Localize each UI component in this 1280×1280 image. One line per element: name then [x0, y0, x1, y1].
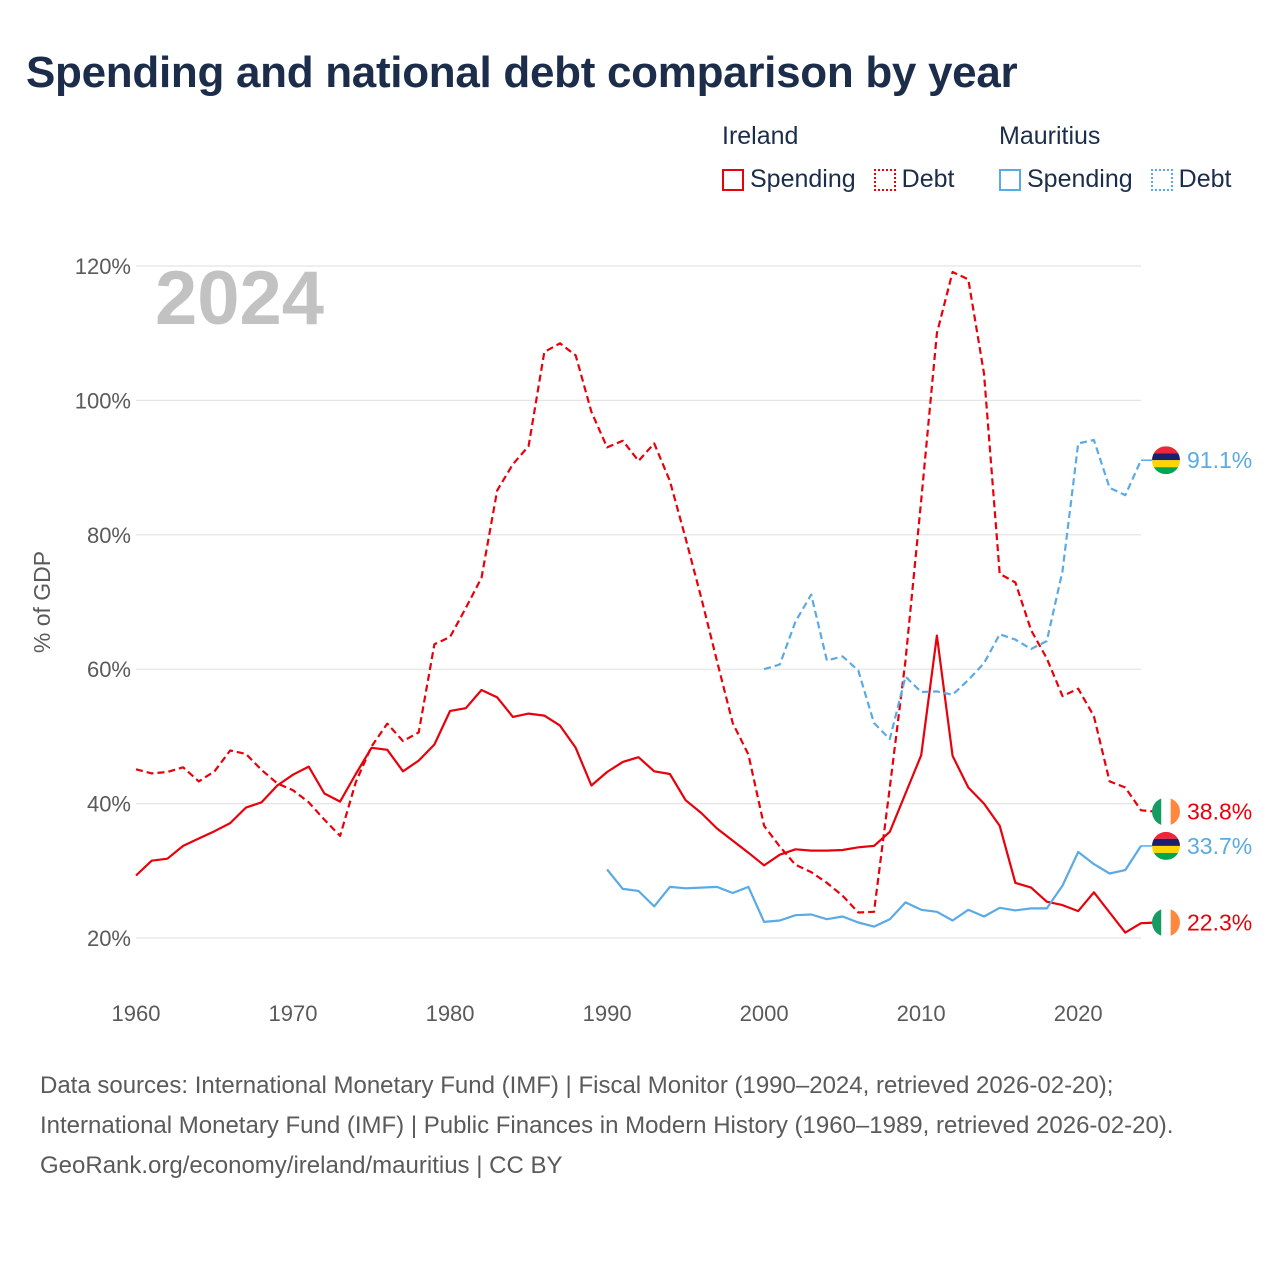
mauritius-flag-icon	[1152, 446, 1180, 475]
y-tick-label: 100%	[75, 388, 131, 413]
ireland-flag-icon	[1152, 797, 1180, 826]
y-axis-title: % of GDP	[29, 551, 55, 653]
y-tick-label: 40%	[87, 792, 131, 817]
end-value-label: 91.1%	[1187, 447, 1252, 473]
series-layer	[135, 270, 1157, 934]
x-tick-label: 2010	[897, 1001, 946, 1026]
year-watermark: 2024	[155, 256, 324, 341]
end-value-label: 22.3%	[1187, 910, 1252, 936]
legend-swatch-dotted	[873, 168, 896, 191]
legend-group-name: Ireland	[722, 122, 799, 150]
x-tick-label: 2020	[1054, 1001, 1103, 1026]
x-tick-label: 1960	[112, 1001, 161, 1026]
mauritius-flag-icon	[1152, 831, 1180, 860]
legend-group-ireland: Ireland Spending Debt	[722, 122, 954, 194]
legend-label: Debt	[1178, 165, 1232, 193]
x-tick-label: 1990	[583, 1001, 632, 1026]
data-sources-text: Data sources: International Monetary Fun…	[40, 1072, 1174, 1139]
y-tick-label: 80%	[87, 523, 131, 548]
x-tick-label: 1970	[269, 1001, 318, 1026]
y-tick-label: 120%	[75, 254, 131, 279]
series-line-mauritius-spending	[606, 845, 1142, 928]
axes-layer: 20% 40% 60% 80% 100% 120% 1960 1970 1980 1990 2000…	[75, 254, 1103, 1026]
series-line-ireland-debt	[135, 270, 1157, 914]
legend-swatch-solid	[722, 168, 744, 191]
end-value-label: 33.7%	[1187, 833, 1252, 859]
y-tick-label: 60%	[87, 657, 131, 682]
line-chart: 2024 20% 40% 60% 80% 100% 120% 1960 1970 1980 199…	[29, 254, 1252, 1026]
end-value-label: 38.8%	[1187, 799, 1252, 825]
legend-ireland-spending[interactable]: Spending	[722, 165, 856, 194]
y-tick-label: 20%	[87, 926, 131, 951]
page-title: Spending and national debt comparison by…	[26, 48, 1018, 97]
x-tick-label: 2000	[740, 1001, 789, 1026]
grid-layer	[136, 265, 1141, 939]
end-labels-layer: 91.1% 38.8% 33.7% 22.3%	[1141, 446, 1252, 937]
sources-footer: Data sources: International Monetary Fun…	[40, 1066, 1240, 1186]
ireland-flag-icon	[1152, 908, 1180, 937]
legend-label: Spending	[750, 165, 856, 193]
series-line-mauritius-debt	[763, 438, 1143, 741]
legend-swatch-solid	[999, 168, 1021, 191]
legend-ireland-debt[interactable]: Debt	[873, 165, 955, 194]
legend-group-mauritius: Mauritius Spending Debt	[999, 122, 1231, 194]
legend-label: Debt	[901, 165, 955, 193]
attribution-text: GeoRank.org/economy/ireland/mauritius | …	[40, 1152, 563, 1179]
legend-mauritius-debt[interactable]: Debt	[1150, 165, 1232, 194]
legend-label: Spending	[1027, 165, 1133, 193]
legend-mauritius-spending[interactable]: Spending	[999, 165, 1133, 194]
legend-group-name: Mauritius	[999, 122, 1101, 150]
legend-swatch-dotted	[1150, 168, 1173, 191]
series-line-ireland-spending	[135, 634, 1157, 934]
x-tick-label: 1980	[426, 1001, 475, 1026]
